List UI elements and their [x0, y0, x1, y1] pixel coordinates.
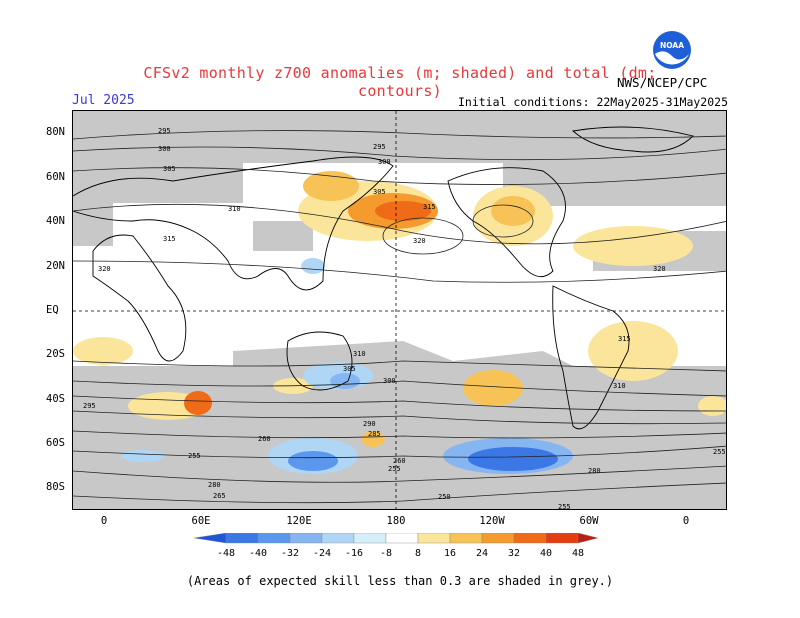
coastlines — [73, 126, 694, 430]
logo-text: NOAA — [660, 41, 684, 50]
map-canvas: 295 300 305 310 315 320 315 310 300 295 … — [73, 111, 726, 510]
contour-label: 320 — [413, 237, 426, 245]
colorbar-labels: -48 -40 -32 -24 -16 -8 8 16 24 32 40 48 — [217, 548, 584, 559]
contour-label: 315 — [163, 235, 176, 243]
lon-label-0-east: 0 — [682, 515, 690, 527]
colorbar-swatch — [257, 533, 291, 544]
colorbar-label: 48 — [572, 548, 584, 559]
contour-label: 305 — [163, 165, 176, 173]
lon-label-60e: 60E — [191, 515, 211, 527]
contour-label: 310 — [613, 382, 626, 390]
colorbar-swatch — [353, 533, 387, 544]
colorbar-label: -24 — [313, 548, 331, 559]
lon-label-180: 180 — [386, 515, 406, 527]
colorbar-swatch — [385, 533, 419, 544]
colorbar-label: 16 — [444, 548, 456, 559]
colorbar-swatch — [193, 533, 227, 544]
contour-label: 320 — [653, 265, 666, 273]
colorbar-label: -16 — [345, 548, 363, 559]
contour-label: 315 — [618, 335, 631, 343]
colorbar-swatch — [417, 533, 451, 544]
skill-note: (Areas of expected skill less than 0.3 a… — [186, 574, 614, 588]
colorbar: -48 -40 -32 -24 -16 -8 8 16 24 32 40 48 — [193, 533, 599, 559]
contour-label: 310 — [228, 205, 241, 213]
lat-label-80n: 80N — [46, 126, 65, 138]
contour-label: 285 — [368, 430, 381, 438]
contour-label: 295 — [158, 127, 171, 135]
colorbar-swatches — [193, 533, 599, 544]
colorbar-label: -8 — [380, 548, 392, 559]
lat-label-80s: 80S — [46, 481, 65, 493]
negative-anomalies — [121, 258, 573, 474]
contour-label: 250 — [438, 493, 451, 501]
lat-label-20s: 20S — [46, 348, 65, 360]
contour-label: 305 — [373, 188, 386, 196]
lat-label-60n: 60N — [46, 171, 65, 183]
initial-conditions: Initial conditions: 22May2025-31May2025 — [457, 95, 728, 109]
colorbar-swatch — [449, 533, 483, 544]
map-panel: 295 300 305 310 315 320 315 310 300 295 … — [72, 110, 727, 510]
contour-label: 255 — [558, 503, 571, 510]
lon-label-120e: 120E — [286, 515, 312, 527]
chart-title: CFSv2 monthly z700 anomalies (m; shaded)… — [143, 64, 657, 100]
contour-label: 310 — [353, 350, 366, 358]
contour-label: 255 — [388, 465, 401, 473]
colorbar-label: -48 — [217, 548, 235, 559]
lat-label-40s: 40S — [46, 393, 65, 405]
contour-label: 295 — [373, 143, 386, 151]
lat-label-20n: 20N — [46, 260, 65, 272]
lon-label-60w: 60W — [579, 515, 599, 527]
contour-label: 280 — [208, 481, 221, 489]
contour-label: 260 — [393, 457, 406, 465]
colorbar-swatch — [577, 533, 599, 544]
contour-label: 300 — [383, 377, 396, 385]
colorbar-label: -32 — [281, 548, 299, 559]
contour-label: 315 — [423, 203, 436, 211]
contour-label: 295 — [83, 402, 96, 410]
lon-label-0: 0 — [100, 515, 108, 527]
lat-label-60s: 60S — [46, 437, 65, 449]
contour-label: 255 — [713, 448, 726, 456]
colorbar-swatch — [225, 533, 259, 544]
colorbar-swatch — [481, 533, 515, 544]
colorbar-label: 8 — [415, 548, 421, 559]
colorbar-swatch — [321, 533, 355, 544]
contour-label: 290 — [363, 420, 376, 428]
contour-label: 265 — [213, 492, 226, 500]
positive-anomalies — [73, 171, 726, 447]
colorbar-label: 24 — [476, 548, 488, 559]
agency-label: NWS/NCEP/CPC — [617, 75, 708, 90]
height-contours — [73, 130, 726, 504]
contour-label: 300 — [378, 158, 391, 166]
colorbar-swatch — [289, 533, 323, 544]
lon-label-120w: 120W — [479, 515, 505, 527]
colorbar-label: 32 — [508, 548, 520, 559]
contour-label: 305 — [343, 365, 356, 373]
contour-label: 280 — [588, 467, 601, 475]
contour-label: 260 — [258, 435, 271, 443]
colorbar-label: 40 — [540, 548, 552, 559]
forecast-month: Jul 2025 — [72, 93, 135, 108]
contour-label: 300 — [158, 145, 171, 153]
colorbar-label: -40 — [249, 548, 267, 559]
colorbar-swatch — [513, 533, 547, 544]
contour-label: 255 — [188, 452, 201, 460]
noaa-logo: NOAA — [653, 31, 691, 69]
lat-label-eq: EQ — [46, 304, 59, 316]
colorbar-swatch — [545, 533, 579, 544]
lat-label-40n: 40N — [46, 215, 65, 227]
contour-label: 320 — [98, 265, 111, 273]
